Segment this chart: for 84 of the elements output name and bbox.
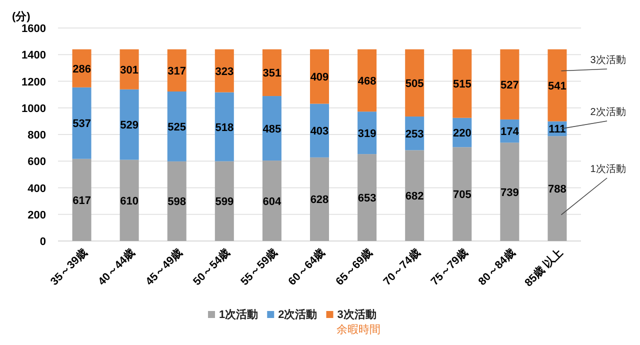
- bar: [500, 49, 520, 120]
- x-tick-label: 70～74歳: [380, 246, 423, 288]
- bar: [358, 154, 377, 241]
- x-tick-label: 85歳 以上: [522, 246, 566, 290]
- text: 1次活動: [590, 164, 626, 175]
- bar: [310, 157, 329, 241]
- y-tick-label: 1600: [22, 23, 46, 35]
- data-label: 598: [168, 196, 186, 208]
- data-label: 319: [358, 128, 376, 140]
- bar: [120, 89, 139, 160]
- data-label: 351: [262, 68, 282, 80]
- data-label: 788: [548, 184, 566, 196]
- data-label: 301: [120, 64, 138, 76]
- data-label: 610: [120, 195, 138, 208]
- data-label: 485: [262, 123, 282, 136]
- y-tick-label: 1200: [22, 76, 46, 88]
- x-tick-label: 55～59歳: [238, 246, 280, 288]
- y-tick-label: 800: [28, 130, 46, 142]
- x-tick-label: 60～64歳: [286, 246, 328, 288]
- y-axis-title: (分): [12, 10, 31, 23]
- bar: [214, 161, 234, 241]
- y-tick-label: 1400: [22, 50, 46, 62]
- y-tick-label: 600: [28, 156, 46, 168]
- data-label: 286: [72, 63, 91, 76]
- bar: [262, 160, 282, 241]
- bar: [214, 92, 234, 162]
- x-tick-label: 50～54歳: [190, 246, 233, 288]
- text: 2次活動: [590, 107, 626, 118]
- data-label: 599: [215, 196, 234, 208]
- data-label: 541: [548, 80, 566, 92]
- data-label: 505: [405, 78, 424, 90]
- bar: [500, 142, 520, 241]
- bar: [72, 87, 92, 159]
- bar: [452, 49, 472, 118]
- bar: [120, 160, 139, 241]
- data-label: 323: [215, 66, 234, 78]
- bar: [548, 136, 567, 241]
- bar: [262, 96, 282, 161]
- y-tick-label: 1000: [22, 102, 46, 115]
- bar: [548, 49, 567, 122]
- data-label: 409: [310, 72, 329, 84]
- bar: [310, 104, 329, 158]
- y-tick-label: 200: [28, 209, 46, 222]
- legend-label: 2次活動: [278, 308, 318, 321]
- data-label: 468: [358, 75, 376, 88]
- bar: [167, 92, 186, 162]
- x-tick-label: 80～84歳: [476, 246, 518, 288]
- bar: [358, 49, 377, 112]
- y-tick-label: 400: [28, 182, 46, 195]
- data-label: 527: [500, 79, 519, 92]
- x-tick-label: 35～39歳: [48, 246, 90, 288]
- bar: [405, 49, 424, 117]
- data-label: 705: [452, 189, 472, 202]
- bar: [72, 158, 92, 241]
- data-label: 604: [262, 196, 282, 208]
- bar: [452, 147, 472, 241]
- data-label: 739: [500, 186, 519, 199]
- data-label: 682: [405, 190, 424, 203]
- legend-label: 1次活動: [219, 308, 258, 321]
- data-label: 403: [310, 126, 329, 138]
- x-tick-label: 45～49歳: [142, 246, 185, 288]
- y-tick-label: 0: [40, 236, 46, 248]
- data-label: 525: [168, 121, 186, 134]
- data-label: 220: [452, 128, 472, 140]
- text: 余暇時間: [336, 323, 380, 336]
- data-label: 111: [548, 124, 566, 136]
- data-label: 617: [72, 194, 91, 207]
- data-label: 515: [452, 78, 472, 91]
- bar: [405, 150, 424, 241]
- x-tick-label: 65～69歳: [333, 246, 376, 288]
- x-tick-label: 75～79歳: [428, 246, 470, 288]
- legend-label: 3次活動: [337, 308, 376, 321]
- data-label: 317: [168, 65, 186, 78]
- data-label: 174: [500, 126, 520, 138]
- data-label: 253: [405, 128, 424, 140]
- data-label: 537: [72, 118, 91, 130]
- data-label: 529: [120, 120, 138, 132]
- data-label: 518: [215, 122, 234, 134]
- bar: [167, 161, 186, 241]
- data-label: 628: [310, 194, 329, 206]
- x-tick-label: 40～44歳: [95, 246, 138, 288]
- text: 3次活動: [590, 55, 626, 66]
- data-label: 653: [358, 192, 376, 205]
- bar: [310, 49, 329, 104]
